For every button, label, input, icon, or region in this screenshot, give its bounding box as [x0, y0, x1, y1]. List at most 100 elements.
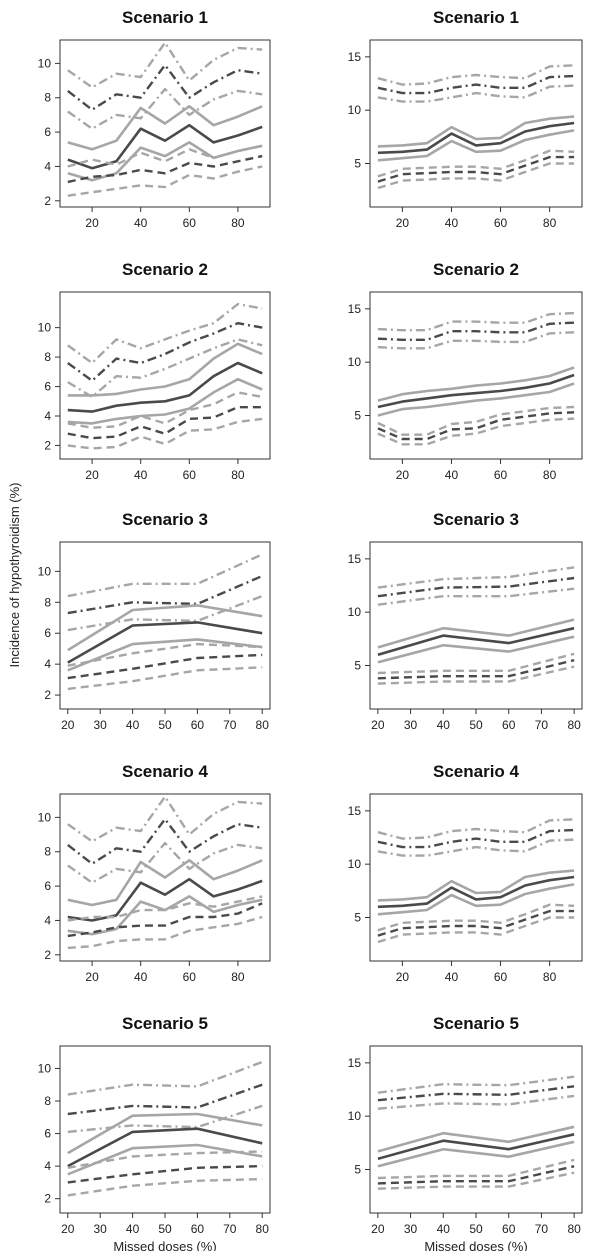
y-tick-label: 8: [44, 595, 51, 609]
x-tick-label: 80: [231, 468, 245, 482]
series-line-dashed-light: [377, 1158, 575, 1180]
y-tick-label: 15: [348, 804, 362, 818]
series-line-dashed-dark: [377, 411, 575, 441]
series-line-dashed-light: [67, 895, 263, 922]
x-tick-label: 20: [61, 1222, 75, 1236]
x-tick-label: 40: [445, 970, 459, 984]
chart-panel: Scenario 2 20 40 60 80 5 10 15: [348, 260, 583, 482]
x-tick-label: 70: [535, 1222, 549, 1236]
series-line-dashdot-dark: [67, 63, 263, 112]
y-tick-label: 6: [44, 879, 51, 893]
series-line-solid-light: [67, 895, 263, 936]
y-tick-label: 4: [44, 159, 51, 173]
plot-area: [369, 793, 583, 962]
x-tick-label: 40: [134, 970, 148, 984]
series-line-dashdot-light: [67, 594, 263, 632]
series-line-dashdot-light: [377, 1094, 575, 1110]
plot-area: [59, 291, 271, 460]
series-line-dashdot-light: [377, 311, 575, 332]
series-line-dashdot-light: [67, 795, 263, 843]
y-tick-label: 5: [354, 156, 361, 170]
plot-area: [59, 39, 271, 208]
x-tick-label: 80: [231, 970, 245, 984]
y-tick-label: 8: [44, 845, 51, 859]
y-tick-label: 15: [348, 552, 362, 566]
x-tick-label: 40: [445, 468, 459, 482]
series-line-dashed-dark: [377, 1165, 575, 1185]
x-tick-label: 20: [61, 718, 75, 732]
series-line-solid-light: [377, 869, 575, 902]
series-line-dashed-dark: [67, 1164, 263, 1184]
series-line-solid-light: [377, 1140, 575, 1168]
series-line-solid-light: [377, 366, 575, 402]
x-tick-label: 60: [494, 970, 508, 984]
series-line-solid-light: [67, 377, 263, 425]
x-tick-label: 20: [371, 718, 385, 732]
series-line-solid-light: [67, 858, 263, 907]
x-tick-label: 80: [567, 1222, 581, 1236]
y-tick-label: 2: [44, 1192, 51, 1206]
series-line-dashed-light: [377, 652, 575, 675]
y-tick-label: 8: [44, 91, 51, 105]
series-line-solid-dark: [377, 875, 575, 909]
series-line-dashed-dark: [67, 653, 263, 680]
series-line-dashed-light: [377, 665, 575, 685]
chart-title: Scenario 4: [122, 762, 209, 781]
x-tick-label: 40: [134, 216, 148, 230]
series-line-solid-light: [67, 604, 263, 652]
series-line-dashdot-dark: [377, 576, 575, 598]
x-tick-label: 80: [231, 216, 245, 230]
series-line-dashdot-light: [67, 41, 263, 89]
series-line-solid-light: [377, 382, 575, 417]
chart-panel: Scenario 4 20 40 60 80 5 10 15: [348, 762, 583, 984]
x-tick-label: 60: [191, 718, 205, 732]
x-tick-label: 40: [126, 1222, 140, 1236]
y-tick-label: 10: [348, 857, 362, 871]
series-line-dashed-dark: [377, 155, 575, 183]
chart-title: Scenario 1: [433, 8, 519, 27]
x-tick-label: 80: [543, 468, 557, 482]
y-tick-label: 10: [38, 1061, 52, 1075]
x-tick-label: 60: [183, 468, 197, 482]
y-tick-label: 6: [44, 125, 51, 139]
series-line-dashed-light: [67, 642, 263, 667]
series-line-solid-dark: [67, 1127, 263, 1168]
chart-panel: Scenario 5 20 30 40 50 60 70 80 2 4 6 8 10 Missed dos…: [38, 1014, 271, 1251]
chart-title: Scenario 5: [433, 1014, 519, 1033]
y-tick-label: 8: [44, 1094, 51, 1108]
chart-panel: Scenario 1 20 40 60 80 2 4 6 8 10: [38, 8, 271, 230]
series-line-solid-dark: [67, 361, 263, 413]
chart-panel: Scenario 4 20 40 60 80 2 4 6 8 10: [38, 762, 271, 984]
x-tick-label: 40: [134, 468, 148, 482]
series-line-solid-light: [377, 618, 575, 649]
series-line-solid-light: [377, 635, 575, 664]
series-line-dashed-light: [67, 915, 263, 950]
y-tick-label: 15: [348, 302, 362, 316]
y-tick-label: 6: [44, 626, 51, 640]
series-line-solid-light: [67, 638, 263, 672]
y-tick-label: 2: [44, 194, 51, 208]
series-line-dashed-light: [377, 405, 575, 436]
x-axis-title: Missed doses (%): [113, 1239, 216, 1251]
y-tick-label: 10: [38, 56, 52, 70]
y-tick-label: 15: [348, 50, 362, 64]
series-line-dashed-light: [377, 417, 575, 446]
x-tick-label: 50: [158, 1222, 172, 1236]
x-tick-label: 30: [404, 1222, 418, 1236]
series-line-dashdot-light: [377, 838, 575, 857]
series-line-dashdot-light: [377, 566, 575, 589]
series-line-dashed-dark: [377, 909, 575, 937]
x-tick-label: 70: [223, 1222, 237, 1236]
series-line-dashdot-light: [67, 87, 263, 130]
chart-panel: Scenario 3 20 30 40 50 60 70 80 2 4 6 8 10: [38, 510, 271, 732]
y-tick-label: 10: [38, 810, 52, 824]
y-axis-title: Incidence of hypothyroidism (%): [7, 483, 22, 668]
series-line-dashdot-light: [377, 818, 575, 840]
series-line-solid-light: [377, 129, 575, 162]
y-tick-label: 5: [354, 910, 361, 924]
series-line-dashdot-dark: [377, 1085, 575, 1102]
x-tick-label: 20: [396, 970, 410, 984]
series-line-dashed-light: [377, 162, 575, 190]
series-line-dashed-light: [67, 144, 263, 168]
y-tick-label: 4: [44, 409, 51, 423]
